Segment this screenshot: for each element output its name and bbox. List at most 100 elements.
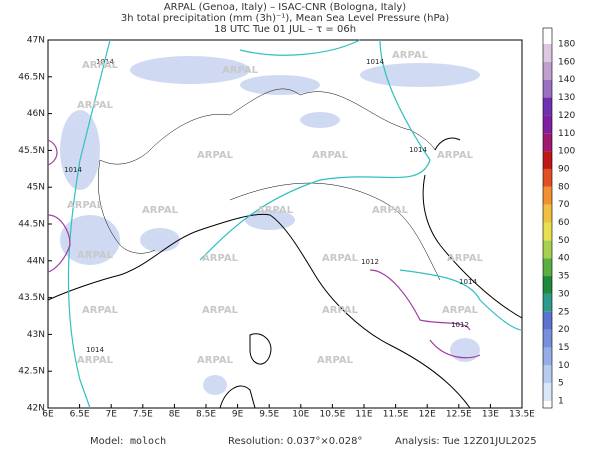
colorbar-label: 20 (558, 325, 570, 335)
lat-label: 47N (27, 36, 45, 46)
colorbar-label: 60 (558, 218, 570, 228)
isobar-label: 1014 (96, 58, 114, 66)
model-name: moloch (130, 436, 166, 447)
colorbar-label: 40 (558, 254, 570, 264)
watermark: ARPAL (322, 253, 359, 264)
colorbar-band (543, 365, 552, 384)
lat-label: 45.5N (18, 146, 45, 156)
lat-label: 42.5N (18, 367, 45, 377)
colorbar-band (543, 258, 552, 277)
colorbar-band (543, 115, 552, 134)
watermark: ARPAL (322, 305, 359, 316)
colorbar-label: 30 (558, 289, 570, 299)
colorbar-band (543, 293, 552, 312)
isobars-1012 (47, 139, 481, 359)
colorbar-label: 5 (558, 379, 564, 389)
colorbar-band (543, 383, 552, 401)
precip-areas (60, 56, 480, 395)
lon-label: 8.5E (196, 410, 216, 420)
lon-label: 8E (169, 410, 181, 420)
colorbar-band (543, 222, 552, 241)
colorbar-label: 120 (558, 111, 575, 121)
colorbar-band (543, 61, 552, 80)
watermark: ARPAL (222, 65, 259, 76)
colorbar-label: 180 (558, 40, 575, 50)
map-area (47, 39, 523, 409)
isobar-label: 1012 (361, 258, 379, 266)
colorbar-label: 160 (558, 57, 575, 67)
colorbar-band (543, 276, 552, 294)
colorbar-label: 70 (558, 200, 570, 210)
colorbar-band (543, 347, 552, 366)
colorbar-band (543, 44, 552, 62)
lon-label: 10E (292, 410, 309, 420)
watermark: ARPAL (447, 253, 484, 264)
lat-label: 44N (27, 256, 45, 266)
lon-label: 7E (105, 410, 117, 420)
colorbar-label: 130 (558, 93, 575, 103)
title-line: 3h total precipitation (mm (3h)⁻¹), Mean… (121, 13, 449, 24)
watermark: ARPAL (392, 50, 429, 61)
watermark: ARPAL (82, 305, 119, 316)
lon-label: 13E (482, 410, 499, 420)
isobar-label: 1014 (86, 346, 104, 354)
colorbar-band (543, 240, 552, 259)
watermark: ARPAL (437, 150, 474, 161)
watermark: ARPAL (372, 205, 409, 216)
colorbar-band (543, 151, 552, 169)
lon-label: 9.5E (259, 410, 279, 420)
lat-label: 44.5N (18, 220, 45, 230)
lon-label: 12.5E (446, 410, 472, 420)
analysis: Analysis: Tue 12Z01JUL2025 (395, 436, 537, 447)
resolution: Resolution: 0.037°×0.028° (228, 436, 362, 447)
colorbar-band (543, 133, 552, 152)
colorbar-band (543, 168, 552, 187)
title-line: ARPAL (Genoa, Italy) – ISAC-CNR (Bologna… (164, 2, 406, 13)
lon-label: 11E (355, 410, 372, 420)
colorbar-label: 110 (558, 129, 575, 139)
watermark: ARPAL (67, 200, 104, 211)
model-label: Model: (90, 436, 123, 447)
colorbar-band (543, 329, 552, 348)
watermark: ARPAL (77, 250, 114, 261)
colorbar-label: 80 (558, 182, 570, 192)
colorbar-label: 50 (558, 236, 570, 246)
colorbar-label: 15 (558, 343, 569, 353)
watermark: ARPAL (202, 305, 239, 316)
isobar-label: 1014 (366, 58, 384, 66)
colorbar-band (543, 97, 552, 116)
colorbar-band (543, 28, 552, 44)
isobar-label: 1014 (409, 146, 427, 154)
watermark: ARPAL (257, 205, 294, 216)
watermark: ARPAL (77, 100, 114, 111)
borders (97, 88, 441, 281)
lon-label: 6E (42, 410, 54, 420)
lat-label: 46.5N (18, 72, 45, 82)
colorbar: 1510152025303540506070809010011012013014… (542, 27, 575, 409)
watermark: ARPAL (82, 60, 119, 71)
lat-label: 43.5N (18, 293, 45, 303)
watermark: ARPAL (202, 253, 239, 264)
lon-label: 9E (232, 410, 244, 420)
colorbar-label: 100 (558, 147, 575, 157)
colorbar-label: 10 (558, 361, 570, 371)
watermark: ARPAL (442, 305, 479, 316)
colorbar-band (543, 204, 552, 223)
lat-label: 46N (27, 109, 45, 119)
lon-label: 7.5E (133, 410, 153, 420)
lon-label: 13.5E (509, 410, 535, 420)
isobar-label: 1014 (64, 166, 82, 174)
watermark: ARPAL (312, 150, 349, 161)
lat-label: 43N (27, 330, 45, 340)
title-line: 18 UTC Tue 01 JUL – τ = 06h (214, 24, 356, 35)
coastline (47, 137, 523, 409)
isobar-label: 1012 (451, 321, 469, 329)
lon-label: 6.5E (70, 410, 90, 420)
watermark: ARPAL (317, 355, 354, 366)
watermark: ARPAL (197, 150, 234, 161)
colorbar-band (543, 79, 552, 98)
colorbar-frame (542, 27, 553, 409)
colorbar-label: 90 (558, 164, 570, 174)
